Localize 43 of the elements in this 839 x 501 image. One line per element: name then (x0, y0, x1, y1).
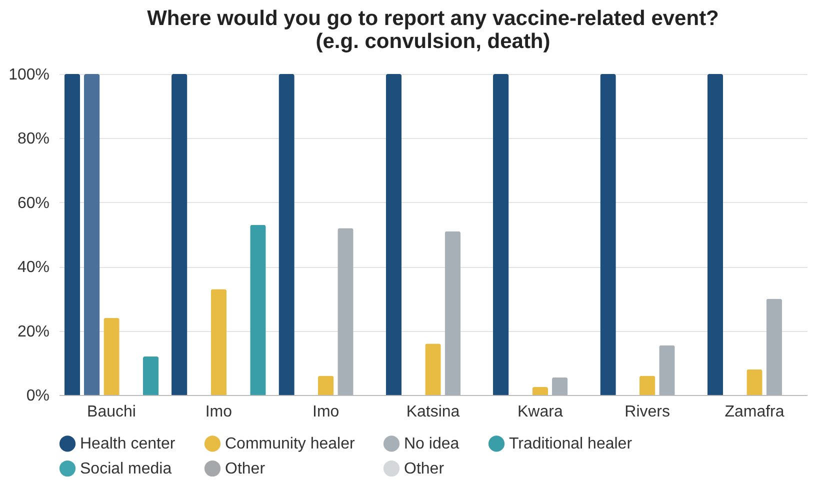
bar (84, 74, 100, 395)
chart-title: Where would you go to report any vaccine-related event? (e.g. convulsion, death) (147, 7, 719, 53)
bar (639, 376, 656, 395)
x-tick-label: Bauchi (87, 404, 136, 420)
bar (552, 377, 568, 395)
bar (142, 356, 159, 395)
y-tick-label: 40% (17, 259, 50, 276)
y-tick-label: 20% (17, 323, 50, 340)
bar (210, 289, 227, 395)
legend-label: No idea (404, 436, 460, 453)
x-tick-label: Katsina (406, 404, 460, 420)
x-tick-label: Zamafra (724, 404, 784, 420)
legend-label: Community healer (225, 436, 356, 453)
bar (532, 386, 548, 395)
y-tick-label: 80% (17, 130, 50, 148)
bar (444, 231, 461, 395)
legend-label: Traditional healer (509, 436, 633, 453)
bar (766, 298, 782, 395)
bar (600, 74, 616, 395)
y-tick-label: 0% (26, 388, 50, 404)
bar (659, 345, 675, 395)
bar (318, 376, 334, 395)
bar (338, 228, 354, 395)
bar (493, 74, 509, 395)
bar (250, 224, 266, 395)
x-tick-label: Kwara (517, 404, 563, 420)
bar (278, 74, 294, 395)
bar (425, 344, 441, 395)
bar (746, 369, 762, 395)
y-tick-label: 100% (8, 66, 50, 84)
legend-label: Other (404, 460, 445, 478)
legend-label: Health center (80, 436, 176, 453)
bar (172, 74, 188, 395)
y-tick-label: 60% (17, 194, 50, 212)
bar (386, 74, 402, 395)
bar (707, 74, 724, 395)
legend-label: Social media (80, 460, 172, 478)
legend-label: Other (225, 460, 266, 478)
x-tick-label: Imo (312, 404, 340, 420)
bar (64, 74, 80, 395)
x-tick-label: Rivers (624, 404, 670, 420)
bar (104, 318, 120, 395)
x-tick-label: Imo (205, 404, 232, 420)
